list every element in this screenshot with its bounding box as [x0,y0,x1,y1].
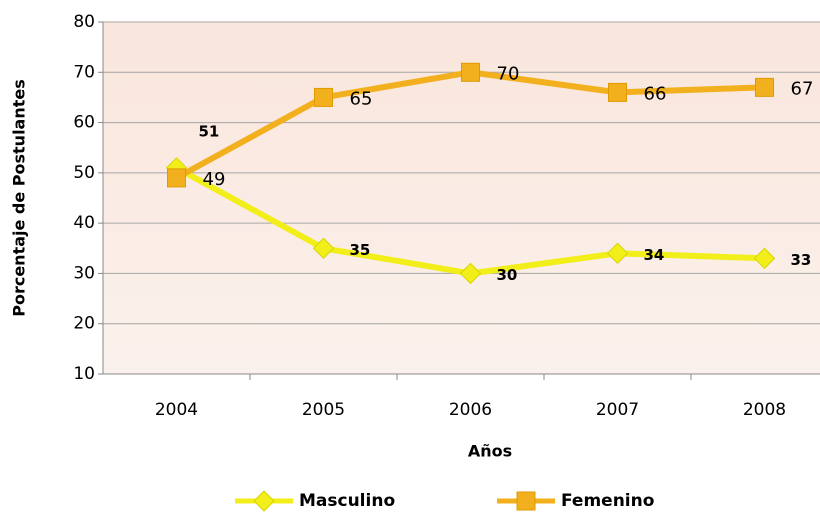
y-tick-label: 80 [73,12,95,32]
y-tick-label: 20 [73,314,95,334]
legend-label: Masculino [299,491,395,511]
x-tick-label: 2004 [155,400,198,420]
data-label: 30 [497,266,518,284]
legend-label: Femenino [561,491,654,511]
marker [606,242,629,265]
marker [459,262,482,285]
data-label: 51 [199,122,220,140]
x-tick-label: 2006 [449,400,492,420]
marker [755,77,774,97]
data-label: 34 [644,246,665,264]
marker [253,490,275,512]
marker [461,62,480,82]
marker [608,82,627,102]
marker [167,168,186,188]
data-label: 33 [791,251,812,269]
y-axis-label: Porcentaje de Postulantes [10,79,29,317]
data-label: 35 [350,241,371,259]
marker [312,237,335,259]
y-tick-label: 50 [73,163,95,183]
data-label: 65 [350,88,373,109]
data-label: 70 [497,63,520,84]
data-label: 66 [644,83,667,104]
marker [516,491,536,511]
x-axis-label: Años [468,442,512,461]
y-tick-label: 60 [73,113,95,133]
y-tick-label: 30 [73,263,95,283]
data-label: 49 [203,169,226,190]
x-tick-label: 2008 [743,400,786,420]
y-tick-label: 70 [73,62,95,82]
x-tick-label: 2007 [596,400,639,420]
y-tick-label: 10 [73,364,95,384]
x-tick-label: 2005 [302,400,345,420]
marker [753,247,776,270]
marker [314,87,333,107]
data-label: 67 [791,78,814,99]
y-tick-label: 40 [73,213,95,233]
